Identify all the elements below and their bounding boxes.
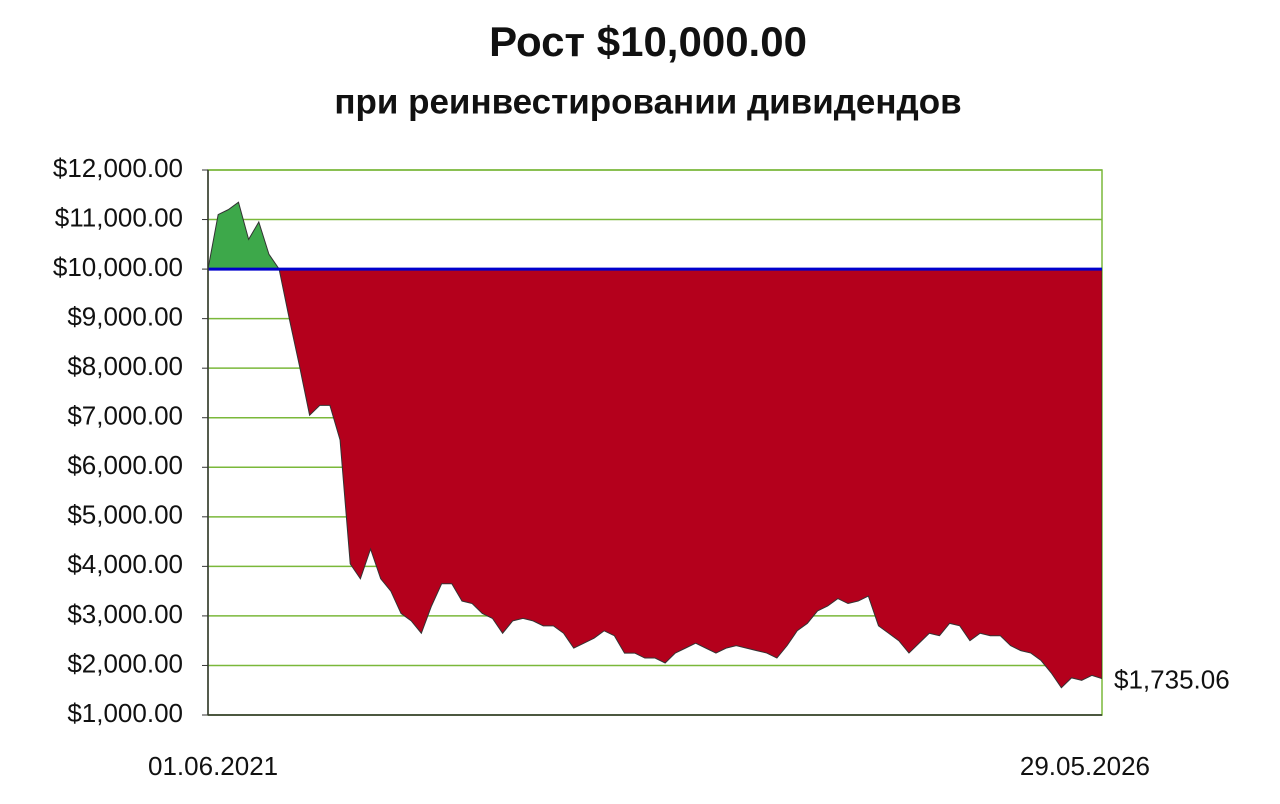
y-tick-label: $4,000.00	[67, 549, 183, 579]
x-tick-label: 29.05.2026	[1020, 751, 1150, 781]
y-tick-label: $2,000.00	[67, 648, 183, 678]
area-above	[208, 201, 1102, 270]
chart-subtitle: при реинвестировании дивидендов	[334, 82, 961, 121]
x-tick-label: 01.06.2021	[148, 751, 278, 781]
y-tick-label: $10,000.00	[53, 252, 183, 282]
y-tick-label: $9,000.00	[67, 302, 183, 332]
area-below	[208, 269, 1102, 689]
chart-title: Рост $10,000.00	[489, 18, 807, 65]
y-tick-label: $7,000.00	[67, 401, 183, 431]
y-tick-label: $5,000.00	[67, 500, 183, 530]
y-tick-label: $8,000.00	[67, 351, 183, 381]
value-label: $1,735.06	[1114, 664, 1230, 694]
y-tick-label: $12,000.00	[53, 153, 183, 183]
y-tick-label: $11,000.00	[55, 202, 183, 232]
y-tick-label: $1,000.00	[67, 698, 183, 728]
y-tick-label: $6,000.00	[67, 450, 183, 480]
y-tick-label: $3,000.00	[67, 599, 183, 629]
